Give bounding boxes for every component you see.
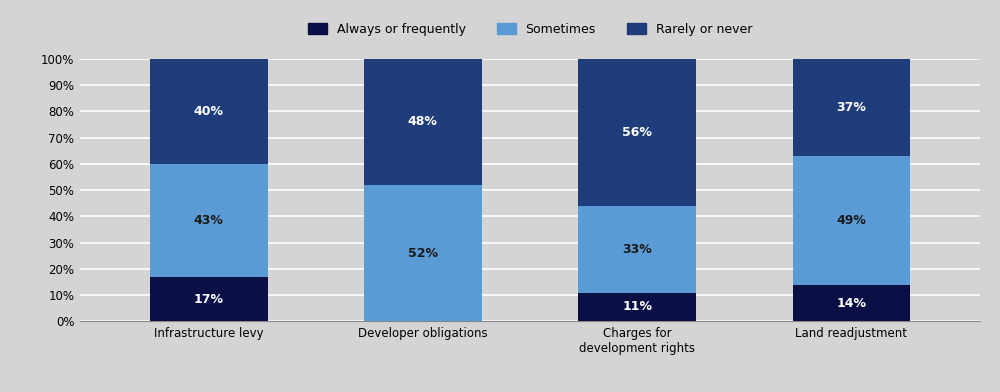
Text: 48%: 48%: [408, 115, 438, 128]
Bar: [792, 156, 910, 285]
Bar: [150, 59, 268, 164]
Bar: [578, 59, 696, 206]
Text: 17%: 17%: [194, 292, 224, 306]
Bar: [364, 59, 482, 185]
Text: 52%: 52%: [408, 247, 438, 260]
Bar: [150, 277, 268, 321]
Text: 56%: 56%: [622, 126, 652, 139]
Legend: Always or frequently, Sometimes, Rarely or never: Always or frequently, Sometimes, Rarely …: [302, 16, 758, 42]
Bar: [578, 292, 696, 321]
Text: 49%: 49%: [836, 214, 866, 227]
Bar: [792, 59, 910, 156]
Text: 14%: 14%: [836, 297, 866, 310]
Text: 11%: 11%: [622, 301, 652, 314]
Bar: [792, 285, 910, 321]
Text: 37%: 37%: [836, 101, 866, 114]
Bar: [364, 185, 482, 321]
Text: 40%: 40%: [194, 105, 224, 118]
Bar: [150, 164, 268, 277]
Bar: [578, 206, 696, 292]
Text: 43%: 43%: [194, 214, 224, 227]
Text: 33%: 33%: [622, 243, 652, 256]
